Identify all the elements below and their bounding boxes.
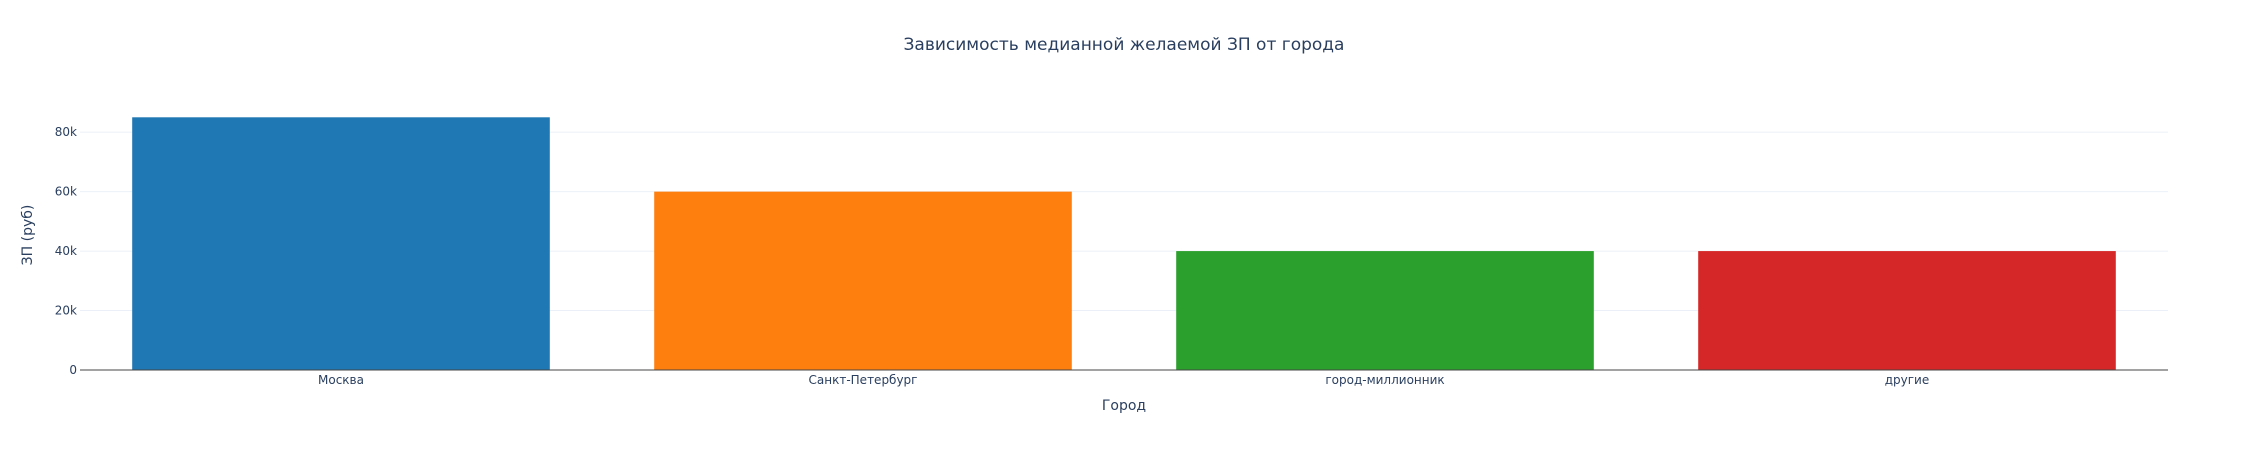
y-tick-label: 60k [55, 185, 77, 199]
x-tick-label: Санкт-Петербург [809, 373, 918, 387]
y-tick-label: 0 [69, 363, 77, 377]
x-tick-label: другие [1885, 373, 1930, 387]
y-axis-title: ЗП (руб) [20, 205, 36, 266]
y-axis-ticks: 0 20k 40k 60k 80k [55, 125, 77, 377]
bar-1[interactable] [132, 117, 550, 370]
y-tick-label: 20k [55, 304, 77, 318]
x-axis-ticks: Москва Санкт-Петербург город-миллионник дру… [318, 373, 1929, 387]
x-tick-label: город-миллионник [1325, 373, 1444, 387]
x-tick-label: Москва [318, 373, 364, 387]
x-axis-title: Город [1102, 398, 1146, 414]
bar-2[interactable] [654, 191, 1072, 370]
bar-4[interactable] [1698, 251, 2116, 370]
y-tick-label: 80k [55, 125, 77, 139]
bar-3[interactable] [1176, 251, 1594, 370]
y-tick-label: 40k [55, 244, 77, 258]
bars [132, 117, 2116, 370]
chart-title: Зависимость медианной желаемой ЗП от гор… [904, 35, 1345, 55]
